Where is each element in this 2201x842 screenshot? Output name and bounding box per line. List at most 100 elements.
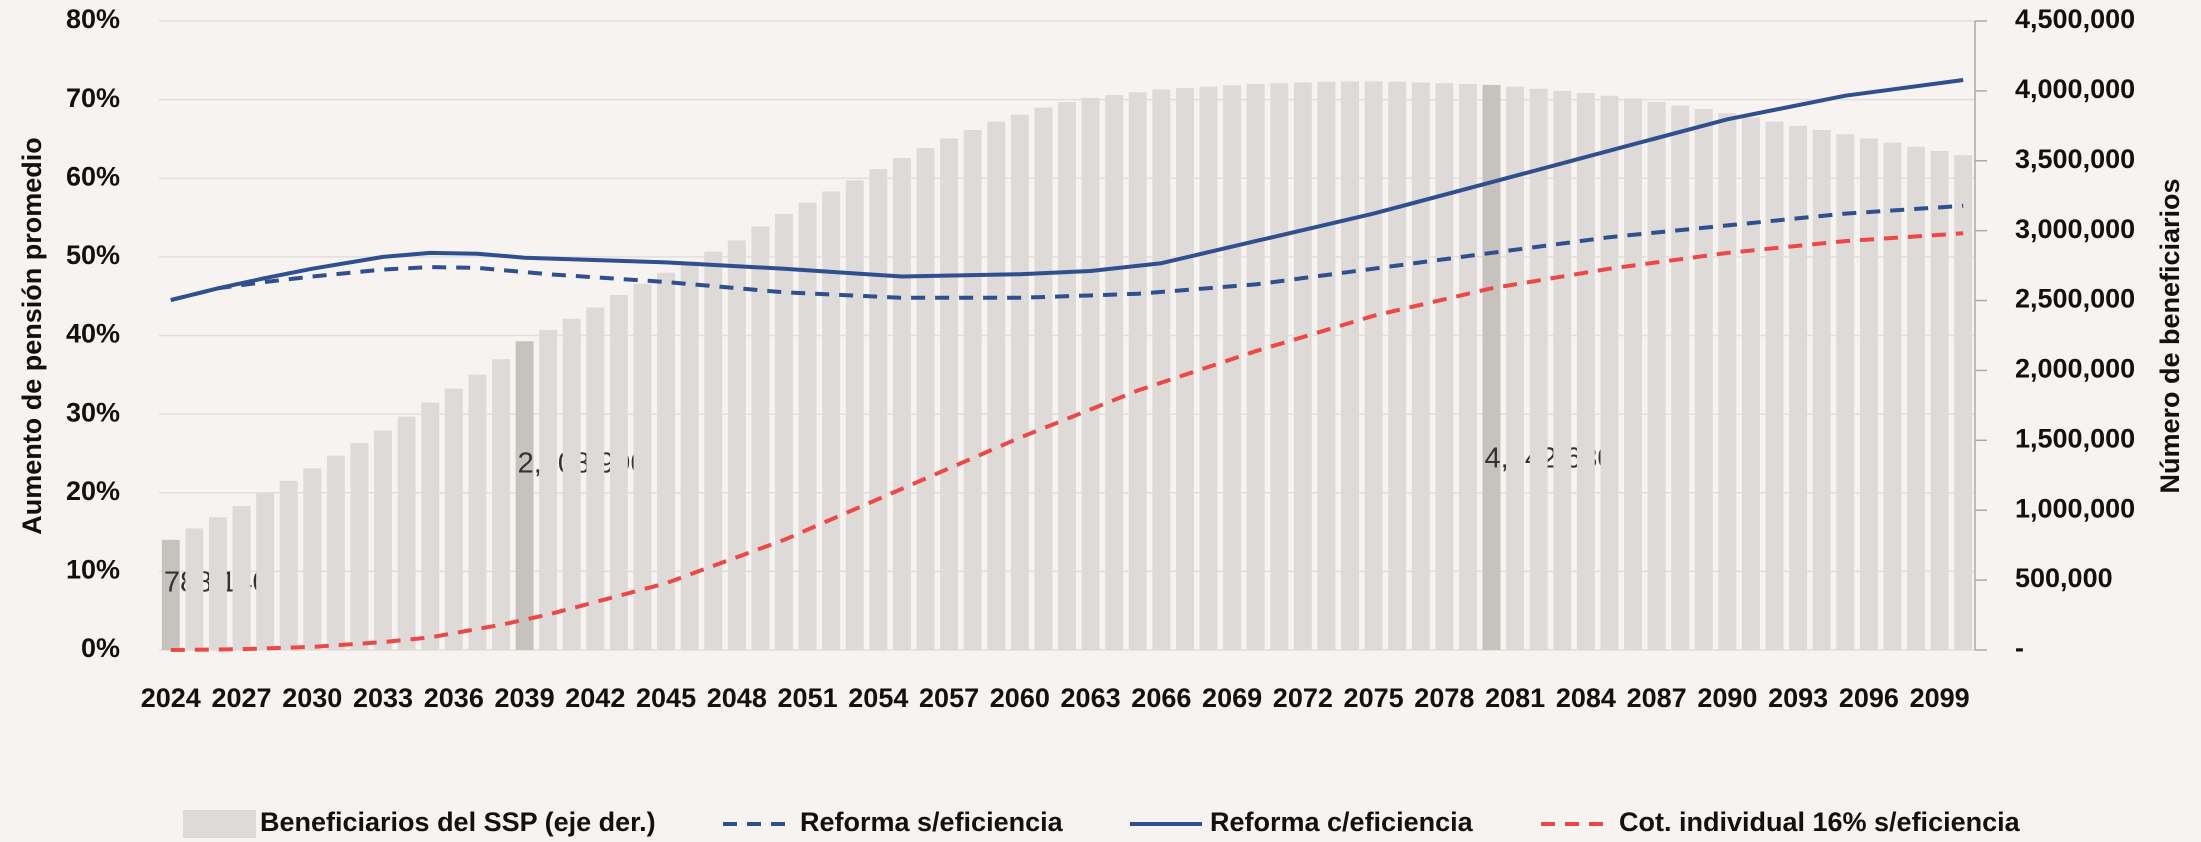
y2-tick-label: 2,000,000 [2015, 354, 2135, 384]
bar [727, 240, 746, 650]
bar [704, 251, 723, 650]
bar [1930, 150, 1949, 650]
y-tick-label: 30% [66, 397, 120, 427]
bar [892, 157, 911, 650]
y-tick-label: 60% [66, 161, 120, 191]
bar [822, 191, 841, 651]
x-tick-label: 2024 [141, 683, 201, 713]
x-tick-label: 2033 [353, 683, 413, 713]
x-tick-label: 2072 [1273, 683, 1333, 713]
x-tick-label: 2054 [848, 683, 908, 713]
bar [350, 443, 369, 650]
bar [1883, 142, 1902, 650]
line-series [170, 78, 1964, 303]
bar [161, 539, 180, 650]
bar [1317, 81, 1336, 650]
bar [1152, 89, 1171, 651]
bar [256, 493, 275, 650]
bar [397, 416, 416, 650]
bar [1694, 109, 1713, 650]
y2-tick-label: 3,500,000 [2015, 144, 2135, 174]
bar [1364, 81, 1383, 650]
legend-swatch [183, 810, 256, 838]
bar [1175, 88, 1194, 651]
y2-tick-label: - [2015, 633, 2024, 663]
bar [586, 307, 605, 650]
bar [444, 388, 463, 650]
bar [279, 480, 298, 650]
bar [1223, 85, 1242, 650]
x-tick-label: 2078 [1414, 683, 1474, 713]
y-tick-label: 50% [66, 240, 120, 270]
bar [1388, 81, 1407, 650]
bar [1034, 107, 1053, 650]
y-axis-title: Aumento de pensión promedio [17, 137, 47, 535]
bar [1105, 95, 1124, 651]
bar [657, 272, 676, 650]
bar [1671, 105, 1690, 650]
bar [869, 169, 888, 651]
bar [1270, 83, 1289, 650]
x-tick-label: 2063 [1061, 683, 1121, 713]
bar [421, 402, 440, 650]
bar [1458, 84, 1477, 650]
bar [1741, 117, 1760, 651]
y-tick-label: 70% [66, 83, 120, 113]
y-tick-label: 10% [66, 555, 120, 585]
bar [1553, 90, 1572, 650]
bar [1836, 134, 1855, 651]
x-tick-label: 2066 [1131, 683, 1191, 713]
bar [1529, 88, 1548, 650]
y2-tick-label: 500,000 [2015, 563, 2113, 593]
x-tick-label: 2027 [212, 683, 272, 713]
x-tick-label: 2060 [990, 683, 1050, 713]
y2-tick-label: 1,500,000 [2015, 423, 2135, 453]
bar [1435, 83, 1454, 650]
bar [1411, 82, 1430, 651]
y2-tick-label: 3,000,000 [2015, 214, 2135, 244]
x-tick-label: 2075 [1344, 683, 1404, 713]
x-tick-label: 2057 [919, 683, 979, 713]
y2-tick-label: 2,500,000 [2015, 284, 2135, 314]
bar [845, 180, 864, 650]
bar [303, 468, 322, 650]
legend-label: Reforma s/eficiencia [800, 807, 1064, 837]
bar [963, 130, 982, 650]
bar [492, 359, 510, 650]
bar [1624, 98, 1642, 651]
bar [208, 517, 227, 650]
bar [185, 528, 204, 650]
bar [1859, 138, 1878, 650]
bar [1058, 102, 1076, 651]
y-tick-label: 80% [66, 4, 120, 34]
y2-axis-title: Número de beneficiarios [2155, 178, 2185, 493]
bar [562, 318, 581, 650]
x-tick-label: 2030 [282, 683, 342, 713]
bar [468, 374, 487, 650]
bar [1812, 130, 1831, 650]
legend-label: Cot. individual 16% s/eficiencia [1619, 807, 2021, 837]
bar [1718, 113, 1737, 650]
bar [633, 283, 652, 650]
y2-tick-label: 4,000,000 [2015, 74, 2135, 104]
bar [1081, 97, 1100, 650]
bar [680, 261, 699, 650]
x-tick-label: 2048 [707, 683, 767, 713]
bar [1576, 92, 1595, 651]
y-tick-label: 0% [81, 633, 120, 663]
bar [1010, 114, 1029, 650]
legend-label: Beneficiarios del SSP (eje der.) [260, 807, 656, 837]
y2-tick-label: 4,500,000 [2015, 4, 2135, 34]
x-tick-label: 2039 [495, 683, 555, 713]
x-tick-label: 2069 [1202, 683, 1262, 713]
bar [1954, 155, 1973, 651]
bar [1600, 95, 1619, 650]
bar [1293, 82, 1312, 651]
x-tick-label: 2051 [778, 683, 838, 713]
x-tick-label: 2081 [1485, 683, 1545, 713]
line-series [170, 203, 1964, 303]
bar [751, 226, 770, 650]
bar [1246, 83, 1265, 650]
